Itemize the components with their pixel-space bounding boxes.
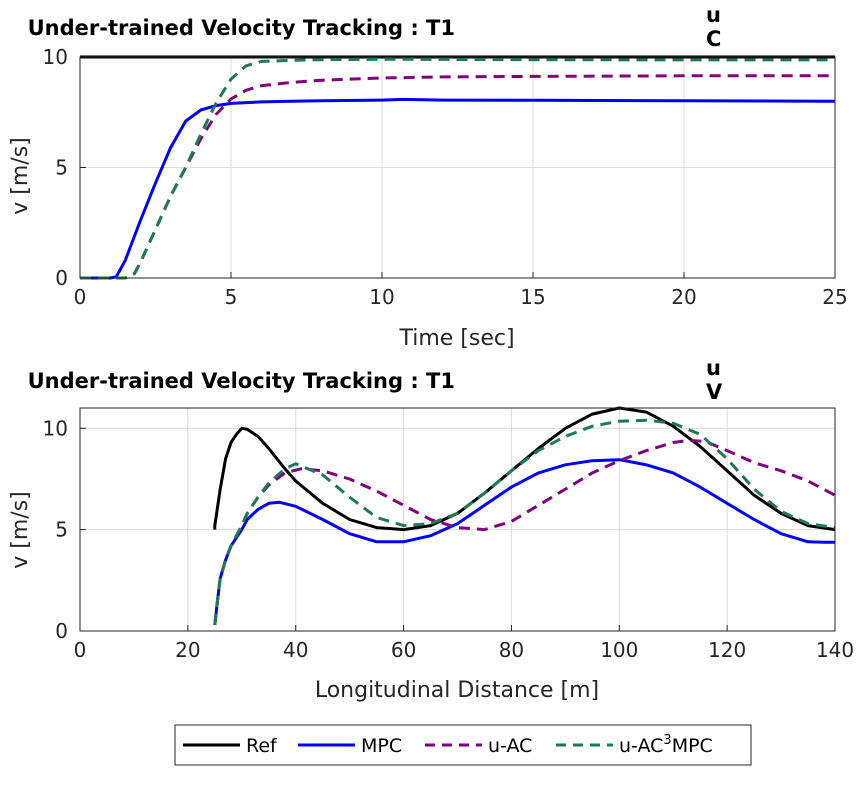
series-line-u-ac bbox=[80, 74, 835, 280]
x-tick-label: 25 bbox=[822, 285, 847, 309]
series-line-u-ac-mpc bbox=[213, 418, 836, 626]
chart-distance-velocity: Under-trained Velocity Tracking : T1 u V… bbox=[8, 356, 854, 703]
y-tick-label: 0 bbox=[55, 619, 68, 643]
x-tick-label: 15 bbox=[520, 285, 545, 309]
series-line-ref bbox=[213, 406, 836, 532]
chart-title-subscript: V bbox=[706, 380, 723, 404]
y-tick-label: 5 bbox=[55, 156, 68, 180]
x-tick-label: 20 bbox=[175, 638, 200, 662]
x-tick-label: 80 bbox=[499, 638, 524, 662]
y-tick-label: 5 bbox=[55, 518, 68, 542]
chart-title-subscript: C bbox=[706, 27, 721, 51]
y-axis-label: v [m/s] bbox=[8, 491, 33, 568]
chart-title-superscript: u bbox=[706, 3, 721, 27]
axes-frame bbox=[79, 407, 836, 632]
legend-label-u-ac: u-AC bbox=[488, 735, 532, 757]
x-tick-label: 120 bbox=[708, 638, 746, 662]
chart-time-velocity: Under-trained Velocity Tracking : T1 u C… bbox=[8, 3, 848, 351]
x-axis-label: Longitudinal Distance [m] bbox=[315, 678, 599, 703]
x-tick-label: 0 bbox=[74, 285, 87, 309]
x-tick-label: 140 bbox=[816, 638, 854, 662]
legend-label-u-ac3mpc: u-AC3MPC bbox=[619, 733, 713, 757]
y-axis-label: v [m/s] bbox=[8, 137, 33, 214]
chart-title: Under-trained Velocity Tracking : T1 bbox=[28, 16, 455, 40]
x-tick-label: 20 bbox=[671, 285, 696, 309]
y-tick-label: 0 bbox=[55, 266, 68, 290]
legend-label-mpc: MPC bbox=[361, 735, 402, 757]
series-line-u-ac-mpc bbox=[80, 57, 835, 280]
grid bbox=[79, 56, 836, 279]
tick-labels: 0 5 10 15 20 25 0 5 10 bbox=[43, 45, 848, 309]
tick-labels: 0 20 40 60 80 100 120 140 0 5 10 bbox=[43, 416, 855, 662]
chart-title-superscript: u bbox=[706, 356, 721, 380]
y-tick-label: 10 bbox=[43, 45, 68, 69]
y-tick-label: 10 bbox=[43, 416, 68, 440]
x-axis-label: Time [sec] bbox=[398, 326, 514, 351]
x-tick-label: 5 bbox=[225, 285, 238, 309]
grid bbox=[79, 408, 836, 632]
legend: Ref MPC u-AC u-AC3MPC bbox=[174, 724, 752, 766]
legend-label-ref: Ref bbox=[246, 735, 278, 757]
x-tick-label: 10 bbox=[369, 285, 394, 309]
chart-title: Under-trained Velocity Tracking : T1 bbox=[28, 369, 455, 393]
x-tick-label: 0 bbox=[74, 638, 87, 662]
x-tick-label: 40 bbox=[283, 638, 308, 662]
series-line-mpc bbox=[80, 97, 836, 280]
x-tick-label: 100 bbox=[600, 638, 638, 662]
series-group bbox=[213, 406, 836, 626]
x-tick-label: 60 bbox=[391, 638, 416, 662]
